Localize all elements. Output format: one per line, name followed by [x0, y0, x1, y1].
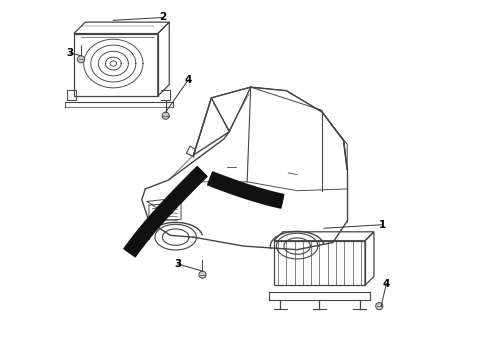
Text: 4: 4	[383, 279, 390, 289]
Text: 3: 3	[67, 48, 74, 58]
Text: 2: 2	[159, 13, 167, 22]
Circle shape	[162, 112, 169, 119]
Circle shape	[199, 271, 206, 278]
Text: 1: 1	[379, 220, 386, 230]
Circle shape	[376, 302, 383, 310]
Text: 3: 3	[174, 259, 181, 269]
Circle shape	[77, 56, 84, 63]
Text: 4: 4	[184, 75, 192, 85]
